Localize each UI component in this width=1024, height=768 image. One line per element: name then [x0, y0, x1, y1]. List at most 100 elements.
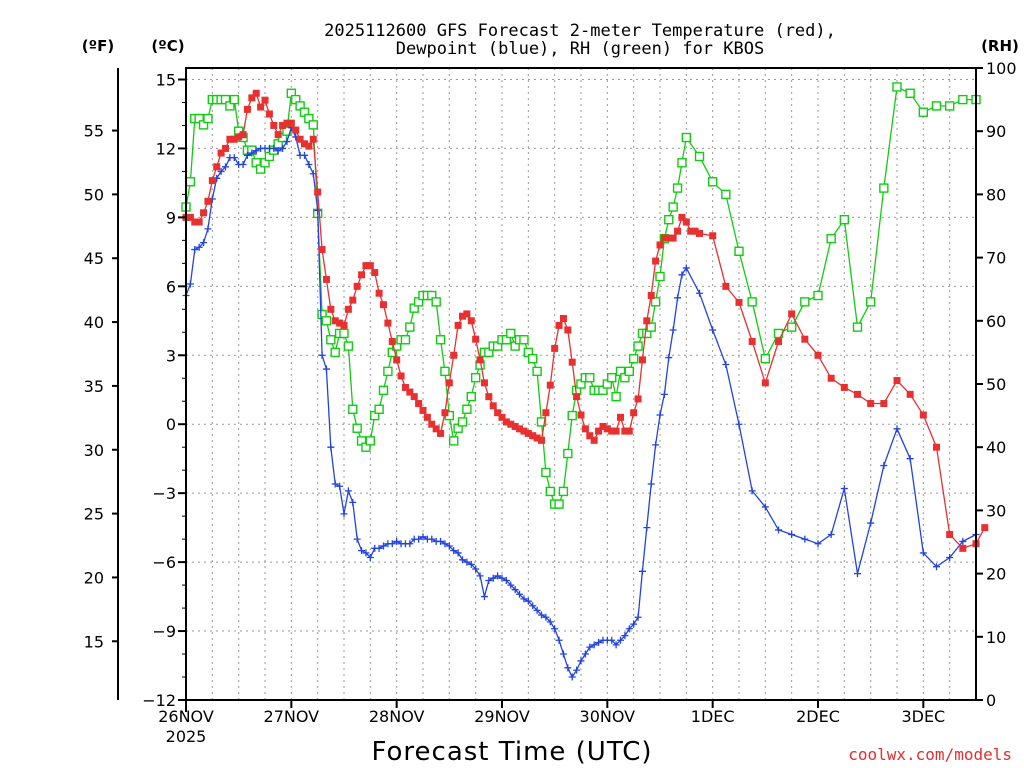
rh-tick-label: 80: [986, 185, 1006, 204]
data-point: [308, 120, 318, 130]
data-point: [507, 420, 515, 428]
data-point: [279, 121, 287, 129]
series-line: [185, 126, 977, 679]
data-point: [827, 531, 835, 539]
fahrenheit-tick-label: 55: [84, 122, 104, 141]
data-point: [454, 549, 462, 557]
data-point: [748, 337, 756, 345]
data-point: [222, 144, 229, 152]
data-point: [880, 400, 888, 408]
data-point: [388, 337, 396, 345]
data-point: [457, 417, 468, 427]
data-point: [301, 151, 308, 159]
data-point: [638, 356, 646, 364]
data-point: [239, 161, 247, 169]
data-point: [352, 423, 362, 433]
data-point: [691, 227, 699, 235]
data-point: [318, 246, 326, 254]
data-point: [735, 298, 743, 306]
data-point: [419, 406, 427, 414]
data-point: [283, 119, 291, 127]
data-point: [191, 218, 199, 226]
data-point: [607, 372, 617, 383]
data-point: [485, 393, 493, 401]
data-point: [946, 531, 954, 539]
data-point: [933, 563, 940, 571]
data-point: [467, 317, 475, 325]
series-plus: [182, 124, 980, 681]
data-point: [674, 294, 682, 302]
data-point: [652, 441, 660, 449]
data-point: [906, 455, 914, 463]
data-point: [186, 213, 194, 221]
data-point: [344, 305, 352, 313]
data-point: [248, 94, 256, 102]
data-point: [459, 312, 466, 320]
data-point: [542, 613, 550, 621]
data-point: [489, 402, 497, 410]
data-point: [840, 383, 848, 391]
data-point: [554, 499, 564, 509]
data-point: [533, 606, 541, 614]
data-point: [721, 189, 731, 200]
data-point: [788, 310, 796, 318]
data-point: [581, 425, 589, 433]
data-point: [366, 554, 374, 562]
data-point: [331, 480, 339, 488]
data-point: [634, 613, 642, 621]
fahrenheit-tick-label: 40: [84, 313, 104, 332]
data-point: [374, 404, 384, 414]
data-point: [893, 377, 901, 385]
x-tick-label: 2DEC: [796, 707, 840, 726]
data-point: [630, 409, 638, 417]
data-point: [226, 135, 234, 143]
data-point: [567, 410, 577, 421]
data-point: [551, 625, 559, 633]
data-point: [761, 503, 769, 511]
celsius-tick-label: −6: [152, 553, 176, 572]
data-point: [415, 535, 423, 543]
data-point: [362, 549, 370, 557]
data-point: [378, 385, 389, 396]
data-point: [314, 188, 322, 196]
data-point: [568, 673, 576, 681]
data-point: [511, 586, 519, 594]
data-point: [748, 487, 756, 495]
data-point: [203, 113, 213, 124]
data-point: [761, 379, 769, 387]
data-point: [466, 391, 476, 402]
data-point: [893, 425, 901, 433]
credit-link[interactable]: coolwx.com/models: [848, 745, 1012, 764]
data-point: [682, 264, 690, 272]
x-tick-label: 29NOV: [474, 707, 530, 726]
data-point: [270, 144, 278, 152]
data-point: [608, 427, 616, 435]
data-point: [353, 535, 361, 543]
data-point: [813, 290, 823, 301]
data-point: [681, 132, 692, 143]
data-point: [946, 554, 954, 562]
data-point: [217, 167, 225, 175]
data-point: [441, 540, 449, 548]
data-point: [494, 572, 502, 580]
data-point: [485, 576, 493, 584]
data-point: [305, 161, 313, 169]
data-point: [867, 519, 875, 527]
data-point: [348, 404, 358, 414]
data-point: [476, 356, 484, 364]
data-point: [612, 427, 620, 435]
data-point: [384, 319, 392, 327]
celsius-tick-label: 15: [156, 70, 176, 89]
data-point: [450, 547, 458, 555]
data-point: [533, 434, 541, 442]
data-point: [542, 409, 550, 417]
data-point: [696, 229, 703, 237]
data-point: [840, 485, 848, 493]
data-point: [581, 650, 589, 658]
data-point: [801, 535, 809, 543]
data-point: [204, 225, 212, 233]
data-point: [879, 183, 889, 193]
rh-tick-label: 50: [986, 375, 1006, 394]
data-point: [489, 574, 497, 582]
data-point: [545, 486, 555, 497]
